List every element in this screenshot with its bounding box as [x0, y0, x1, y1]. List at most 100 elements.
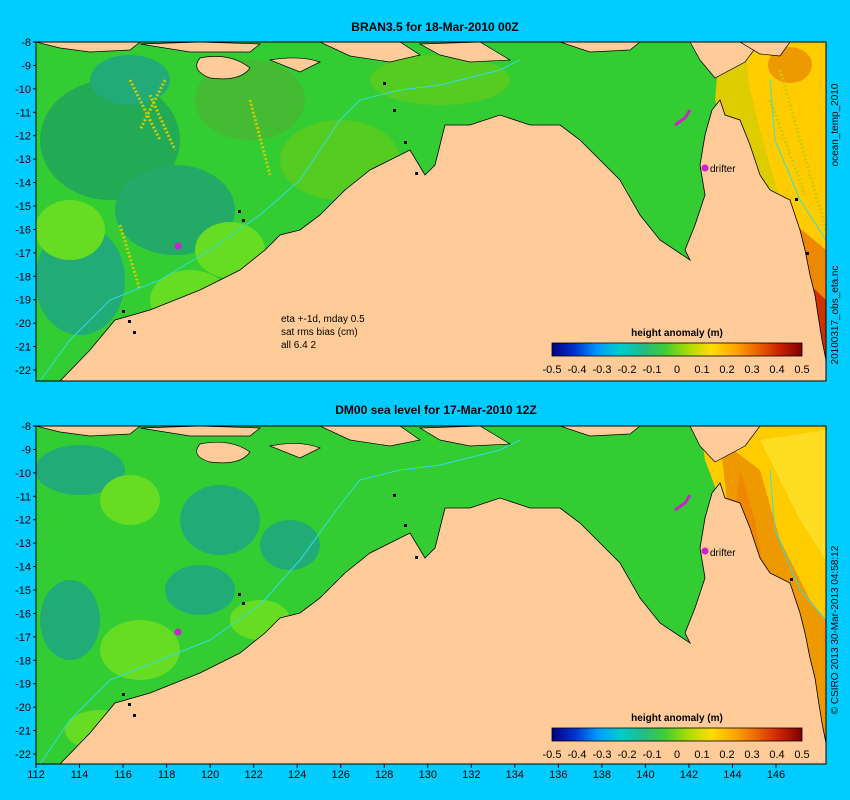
y-tick-label: -14 [15, 178, 31, 190]
top-y-axis: -8 -9 -10 -11 -12 -13 -14 -15 -16 -17 -18 -19 -20 -21… [15, 37, 36, 377]
y-tick-label: -9 [21, 444, 31, 456]
bottom-map: drifter [35, 425, 827, 765]
y-tick-label: -18 [15, 271, 31, 283]
colorbar-tick-label: 0.5 [794, 749, 809, 761]
bottom-colorbar-label: height anomaly (m) [631, 713, 723, 724]
x-tick-label: 114 [71, 769, 89, 781]
colorbar-tick-label: 0.2 [719, 749, 734, 761]
y-tick-label: -15 [15, 585, 31, 597]
y-tick-label: -12 [15, 515, 31, 527]
y-tick-label: -18 [15, 655, 31, 667]
x-tick-label: 136 [549, 769, 567, 781]
bottom-shelf-contour-east [769, 469, 826, 621]
bottom-shelf-contour [39, 439, 521, 764]
bottom-frame [35, 425, 827, 765]
bottom-colorbar: height anomaly (m) -0.5 -0.4 -0.3 -0.2 -0.1 0… [543, 713, 810, 761]
x-tick-label: 144 [723, 769, 741, 781]
y-tick-label: -11 [16, 107, 31, 119]
colorbar-tick-label: -0.1 [643, 749, 662, 761]
y-tick-label: -22 [15, 749, 31, 761]
top-islands [36, 42, 791, 80]
y-tick-label: -17 [15, 248, 31, 260]
x-tick-label: 140 [636, 769, 654, 781]
top-annotation: eta +-1d, mday 0.5 sat rms bias (cm) all… [281, 314, 365, 351]
y-tick-label: -13 [15, 154, 31, 166]
colorbar-tick-label: 0.3 [744, 364, 759, 376]
top-colorbar-ticks: -0.5 -0.4 -0.3 -0.2 -0.1 0 0.1 0.2 0.3 0.4 0.5 [543, 364, 810, 376]
x-tick-label: 116 [114, 769, 132, 781]
y-tick-label: -12 [15, 131, 31, 143]
top-satellite-tracks [118, 69, 826, 291]
top-drifter-label: drifter [710, 164, 736, 175]
top-shelf-contour-east [769, 79, 826, 241]
top-drifter-tracks [174, 109, 709, 250]
colorbar-tick-label: 0 [674, 749, 680, 761]
y-tick-label: -10 [15, 468, 31, 480]
bottom-drifter-tracks [174, 494, 709, 636]
top-frame [35, 41, 827, 382]
y-tick-label: -14 [15, 562, 31, 574]
colorbar-tick-label: -0.5 [543, 364, 562, 376]
bottom-panel-title: DM00 sea level for 17-Mar-2010 12Z [335, 403, 536, 417]
x-tick-label: 134 [506, 769, 524, 781]
x-tick-label: 146 [767, 769, 785, 781]
y-tick-label: -20 [15, 318, 31, 330]
colorbar-tick-label: -0.5 [543, 749, 562, 761]
colorbar-tick-label: -0.3 [593, 364, 612, 376]
colorbar-tick-label: 0.3 [744, 749, 759, 761]
x-axis: 112 114 116 118 120 122 124 126 128 130 132 134 136 1… [27, 764, 785, 781]
top-annotation-line-3: all 6.4 2 [281, 340, 316, 351]
y-tick-label: -21 [15, 726, 31, 738]
top-colorbar: height anomaly (m) -0.5 -0.4 -0.3 -0.2 -0.1 0… [543, 328, 810, 376]
y-tick-label: -19 [15, 679, 31, 691]
bottom-colorbar-ramp [551, 727, 803, 742]
colorbar-tick-label: 0.4 [769, 749, 784, 761]
y-tick-label: -20 [15, 702, 31, 714]
colorbar-tick-label: -0.4 [568, 364, 587, 376]
bottom-colorbar-ticks: -0.5 -0.4 -0.3 -0.2 -0.1 0 0.1 0.2 0.3 0.4 0.5 [543, 749, 810, 761]
y-tick-label: -8 [21, 421, 31, 433]
colorbar-tick-label: -0.2 [618, 749, 637, 761]
x-tick-label: 122 [244, 769, 262, 781]
colorbar-tick-label: -0.4 [568, 749, 587, 761]
top-annotation-line-2: sat rms bias (cm) [281, 327, 358, 338]
colorbar-tick-label: 0 [674, 364, 680, 376]
top-shelf-contour [39, 59, 521, 381]
x-tick-label: 124 [288, 769, 306, 781]
top-obs-points [122, 82, 809, 334]
top-side-label: ocean_temp_2010 [830, 83, 841, 166]
y-tick-label: -19 [15, 295, 31, 307]
x-tick-label: 132 [462, 769, 480, 781]
bottom-australia [59, 482, 826, 764]
top-colorbar-label: height anomaly (m) [631, 328, 723, 339]
bottom-drifter-label: drifter [710, 548, 736, 559]
bottom-side-label: © CSIRO 2013 30-Mar-2013 04:58:12 [830, 545, 841, 714]
colorbar-tick-label: -0.1 [643, 364, 662, 376]
y-tick-label: -10 [15, 84, 31, 96]
y-tick-label: -16 [15, 224, 31, 236]
x-tick-label: 142 [680, 769, 698, 781]
x-tick-label: 120 [201, 769, 219, 781]
x-tick-label: 126 [332, 769, 350, 781]
x-tick-label: 128 [375, 769, 393, 781]
bottom-obs-points [122, 494, 793, 717]
top-panel-title: BRAN3.5 for 18-Mar-2010 00Z [351, 20, 518, 34]
x-tick-label: 130 [419, 769, 437, 781]
top-annotation-line-1: eta +-1d, mday 0.5 [281, 314, 365, 325]
y-tick-label: -13 [15, 538, 31, 550]
bottom-y-axis: -8 -9 -10 -11 -12 -13 -14 -15 -16 -17 -18 -19 -20 -21… [15, 421, 36, 761]
x-tick-label: 138 [593, 769, 611, 781]
y-tick-label: -9 [21, 60, 31, 72]
colorbar-tick-label: 0.2 [719, 364, 734, 376]
x-tick-label: 112 [27, 769, 45, 781]
y-tick-label: -16 [15, 608, 31, 620]
top-map: drifter [35, 41, 827, 382]
colorbar-tick-label: 0.1 [694, 364, 709, 376]
y-tick-label: -17 [15, 632, 31, 644]
y-tick-label: -8 [21, 37, 31, 49]
x-tick-label: 118 [158, 769, 176, 781]
y-tick-label: -21 [15, 342, 31, 354]
top-side-label-lower: 20100317_obs_eta.nc [830, 266, 841, 365]
colorbar-tick-label: 0.5 [794, 364, 809, 376]
